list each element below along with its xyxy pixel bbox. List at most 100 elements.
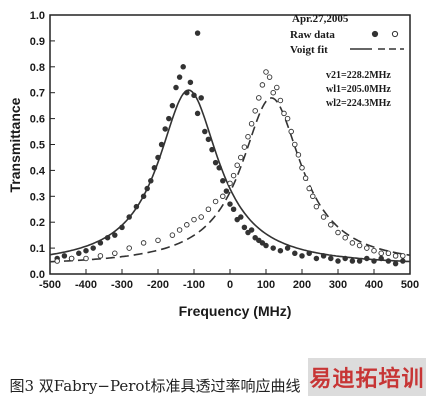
legend-filled-marker (371, 30, 379, 38)
raw-data-open-point (392, 253, 399, 259)
y-tick-label: 0.7 (30, 88, 45, 100)
raw-data-filled-point (241, 224, 248, 231)
x-tick-label: -300 (111, 279, 133, 291)
raw-data-open-point (270, 89, 276, 96)
raw-data-open-point (266, 74, 273, 80)
raw-data-open-point (83, 255, 89, 262)
raw-data-open-point (385, 250, 392, 257)
raw-data-filled-point (148, 178, 154, 184)
raw-data-open-point (306, 185, 312, 192)
raw-data-open-point (313, 203, 320, 210)
y-tick-label: 0.0 (30, 269, 45, 281)
raw-data-filled-point (277, 247, 284, 254)
raw-data-filled-point (198, 95, 204, 101)
raw-data-open-point (191, 216, 197, 223)
raw-data-filled-point (234, 216, 240, 223)
raw-data-filled-point (335, 258, 341, 264)
raw-data-filled-point (223, 188, 230, 194)
raw-data-filled-point (212, 159, 219, 166)
raw-data-filled-point (151, 165, 158, 171)
raw-data-open-point (256, 95, 262, 101)
raw-data-open-point (263, 69, 269, 75)
raw-data-filled-point (126, 214, 132, 220)
raw-data-open-point (126, 245, 132, 251)
raw-data-open-point (184, 222, 190, 228)
raw-data-filled-point (90, 245, 96, 251)
x-tick-label: 400 (365, 279, 383, 291)
raw-data-filled-point (320, 253, 327, 259)
raw-data-open-point (281, 110, 287, 117)
raw-data-filled-point (292, 250, 298, 257)
plot-area: -500 -400 -300 -200 -100 0 100 200 300 400 500 0.0 0… (30, 10, 419, 291)
watermark-logo: 易迪拓培训 (308, 358, 426, 396)
raw-data-open-point (54, 258, 60, 264)
x-tick-label: 200 (293, 279, 311, 291)
x-tick-label: -400 (75, 279, 97, 291)
raw-data-open-point (288, 128, 294, 135)
voigt-fit-solid-line (49, 89, 411, 263)
raw-data-open-point (248, 121, 255, 127)
raw-data-filled-point (97, 240, 104, 246)
legend-open-marker (391, 30, 399, 38)
y-tick-label: 0.1 (30, 243, 45, 255)
raw-data-filled-point (133, 203, 140, 210)
y-tick-label: 0.9 (30, 36, 45, 48)
raw-data-filled-point (378, 255, 384, 262)
raw-data-filled-point (263, 242, 269, 249)
raw-data-open-point (302, 175, 309, 181)
raw-data-open-point (292, 141, 298, 148)
annotation-wl1: wl1=205.0MHz (326, 84, 391, 95)
raw-data-filled-point (284, 245, 291, 251)
annotation-v21: v21=228.2MHz (326, 70, 391, 81)
raw-data-filled-point (180, 64, 186, 70)
legend-date: Apr.27,2005 (292, 13, 349, 25)
raw-data-open-point (155, 237, 161, 244)
legend-voigt-fit-label: Voigt fit (290, 44, 328, 56)
raw-data-filled-point (385, 258, 392, 264)
raw-data-filled-point (392, 260, 399, 267)
raw-data-filled-point (155, 154, 161, 161)
annotation-wl2: wl2=224.3MHz (326, 98, 391, 109)
raw-data-filled-point (356, 258, 363, 264)
y-tick-label: 0.8 (30, 62, 45, 74)
raw-data-filled-point (220, 178, 226, 184)
raw-data-open-point (198, 214, 204, 220)
raw-data-filled-point (209, 146, 215, 153)
raw-data-filled-point (238, 214, 244, 220)
raw-data-open-point (112, 250, 118, 257)
raw-data-open-point (234, 162, 240, 168)
raw-data-open-point (342, 234, 348, 241)
x-tick-label: 500 (401, 279, 419, 291)
raw-data-filled-point (230, 206, 237, 212)
raw-data-filled-point (140, 193, 147, 200)
y-tick-label: 1.0 (30, 10, 45, 22)
raw-data-filled-point (176, 74, 183, 80)
raw-data-open-point (349, 240, 356, 246)
x-tick-label: 100 (257, 279, 275, 291)
raw-data-filled-point (227, 201, 233, 207)
legend-raw-data-label: Raw data (290, 29, 335, 41)
x-tick-label: 0 (227, 279, 233, 291)
y-tick-label: 0.2 (30, 217, 45, 229)
x-axis-label: Frequency (MHz) (179, 303, 292, 319)
raw-data-open-point (277, 97, 284, 104)
raw-data-open-point (400, 253, 406, 259)
raw-data-filled-point (364, 255, 370, 262)
raw-data-filled-point (248, 227, 255, 233)
raw-data-filled-point (299, 253, 305, 259)
raw-data-open-point (295, 152, 302, 158)
raw-data-filled-point (144, 185, 150, 192)
raw-data-filled-point (173, 84, 179, 91)
raw-data-filled-point (256, 237, 262, 244)
raw-data-filled-point (194, 110, 201, 117)
raw-data-open-point (97, 253, 104, 259)
raw-data-open-point (274, 84, 280, 91)
voigt-fit-dashed-line (50, 97, 411, 263)
plot-frame (49, 14, 411, 275)
raw-data-open-point (252, 108, 258, 114)
raw-data-open-point (205, 206, 212, 212)
x-tick-label: -200 (147, 279, 169, 291)
y-tick-label: 0.6 (30, 114, 45, 126)
raw-data-open-point (241, 144, 248, 150)
